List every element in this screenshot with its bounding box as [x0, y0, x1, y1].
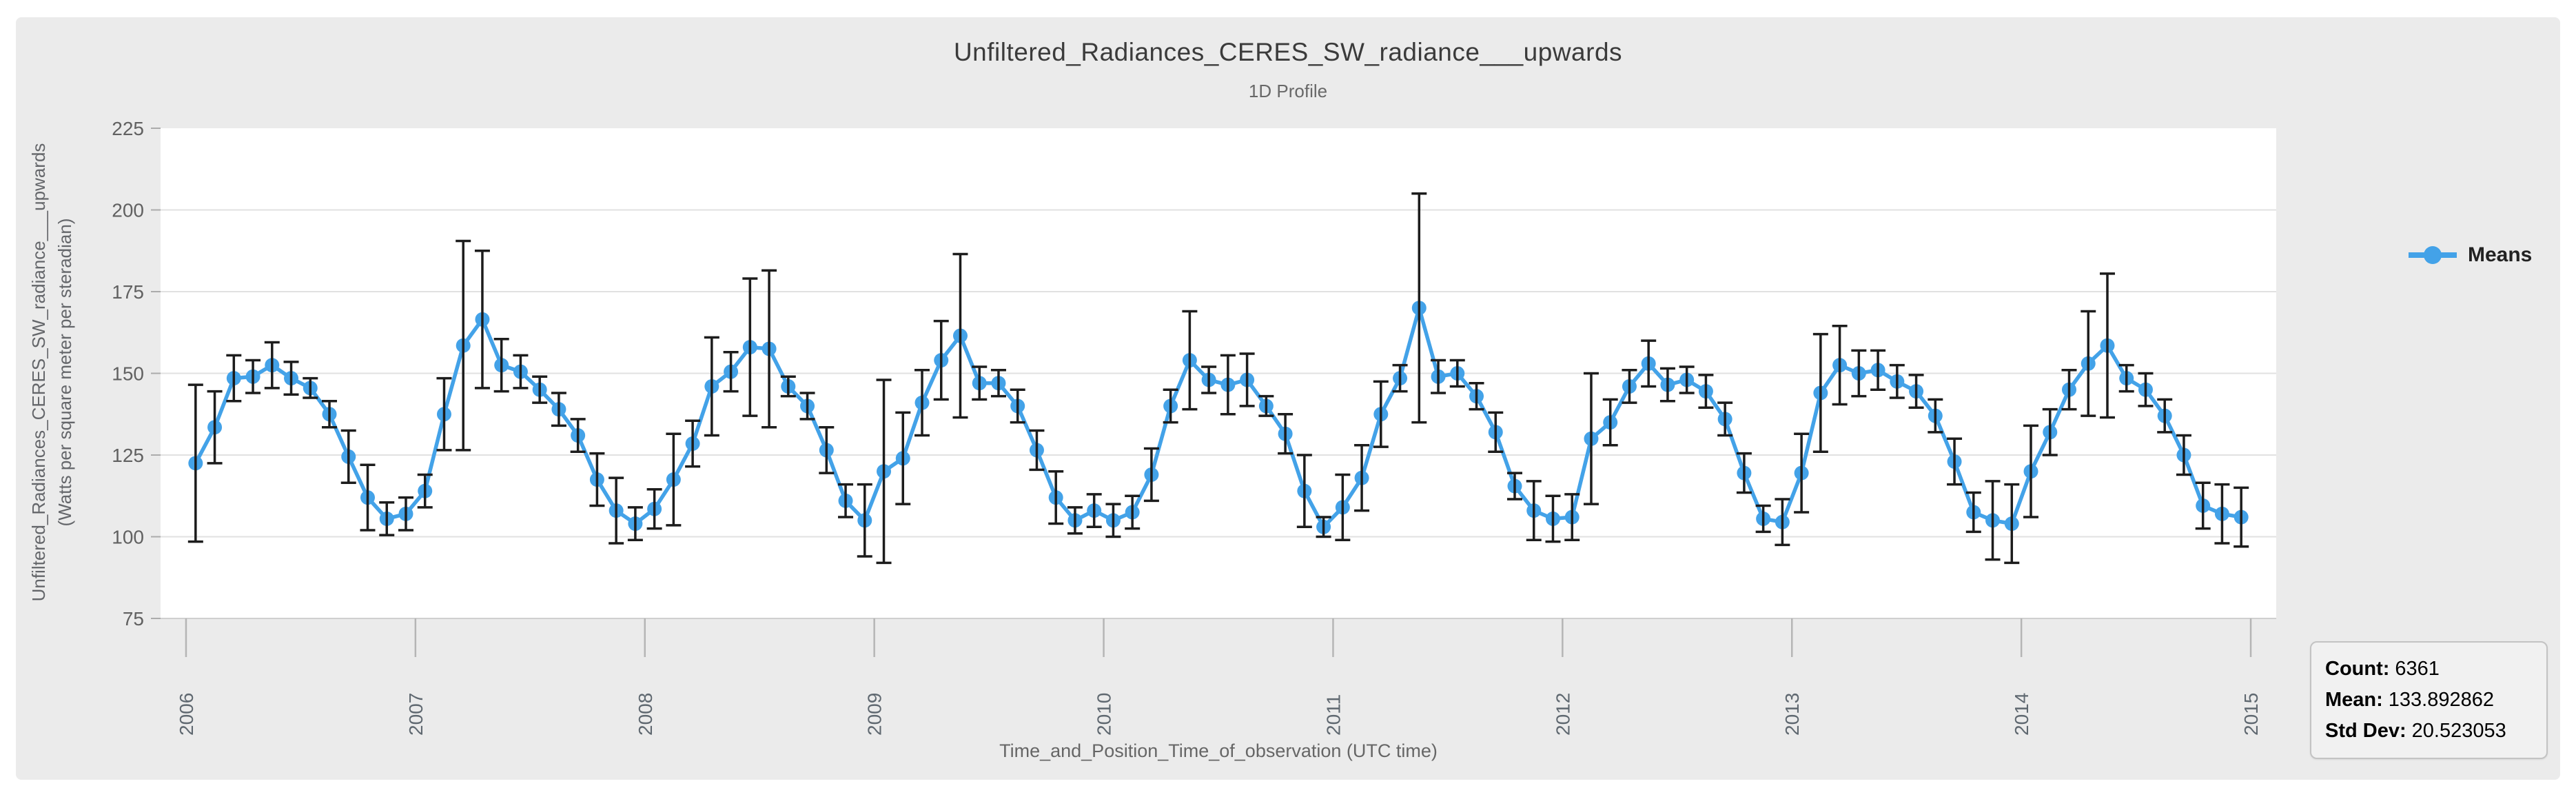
svg-text:225: 225 [112, 118, 144, 139]
stat-std-label: Std Dev: [2325, 720, 2406, 742]
svg-text:2006: 2006 [176, 693, 197, 736]
svg-text:2011: 2011 [1322, 694, 1344, 736]
svg-text:125: 125 [112, 445, 144, 466]
stats-box: Count: 6361 Mean: 133.892862 Std Dev: 20.52… [2310, 641, 2548, 759]
y-axis-title-units: (Watts per square meter per steradian) [54, 218, 75, 527]
stat-mean-label: Mean: [2325, 689, 2383, 711]
svg-text:2012: 2012 [1552, 693, 1573, 736]
gridlines [161, 209, 2276, 619]
legend-label: Means [2468, 243, 2533, 266]
chart-subtitle: 1D Profile [1248, 81, 1328, 101]
svg-text:2010: 2010 [1094, 693, 1115, 736]
y-axis-ticks: 75 100 125 150 175 200 225 [112, 118, 161, 629]
x-axis-ticks: 2006 2007 2008 2009 2010 2011 2012 2013 2014 2015 [176, 618, 2262, 736]
stat-std-value: 20.523053 [2411, 720, 2506, 742]
svg-text:100: 100 [112, 527, 144, 548]
stat-count: Count: 6361 [2325, 654, 2533, 685]
svg-text:2013: 2013 [1781, 693, 1803, 736]
svg-text:2009: 2009 [864, 693, 886, 736]
stat-std: Std Dev: 20.523053 [2325, 716, 2533, 747]
error-bars [187, 192, 2249, 565]
chart-title: Unfiltered_Radiances_CERES_SW_radiance__… [953, 38, 1623, 66]
svg-text:2008: 2008 [635, 693, 656, 736]
legend-marker-icon [2409, 246, 2457, 264]
plot-area[interactable]: 75 100 125 150 175 200 225 2006 2007 2008 2009 2010… [16, 17, 2560, 780]
chart-container: Unfiltered_Radiances_CERES_SW_radiance__… [16, 17, 2560, 780]
svg-text:2007: 2007 [405, 693, 427, 736]
svg-text:175: 175 [112, 281, 144, 303]
x-axis-title: Time_and_Position_Time_of_observation (U… [999, 740, 1438, 761]
y-axis-title: Unfiltered_Radiances_CERES_SW_radiance__… [25, 143, 78, 602]
stat-count-label: Count: [2325, 658, 2390, 680]
legend-item-means[interactable]: Means [2407, 239, 2532, 271]
svg-text:75: 75 [123, 608, 144, 629]
svg-text:2015: 2015 [2240, 693, 2262, 736]
stat-mean-value: 133.892862 [2388, 689, 2495, 711]
y-axis-title-name: Unfiltered_Radiances_CERES_SW_radiance__… [28, 143, 49, 602]
stat-mean: Mean: 133.892862 [2325, 685, 2533, 716]
svg-text:2014: 2014 [2011, 693, 2032, 736]
svg-text:150: 150 [112, 363, 144, 385]
stat-count-value: 6361 [2395, 658, 2440, 680]
svg-text:200: 200 [112, 200, 144, 221]
